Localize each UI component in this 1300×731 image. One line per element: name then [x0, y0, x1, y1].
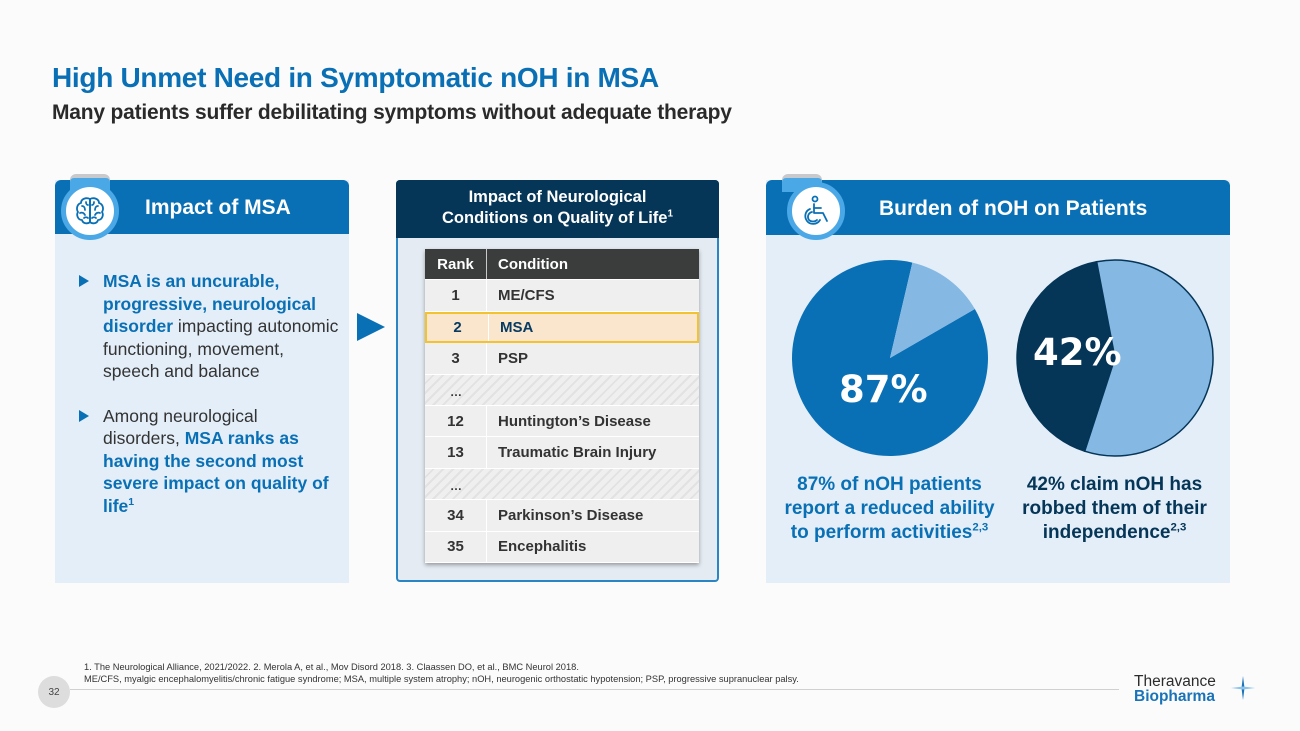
- pie-label-42: 42%: [1033, 331, 1122, 374]
- brain-icon: [61, 182, 119, 240]
- logo-text-line1: Theravance: [1134, 673, 1216, 690]
- rank-cell: …: [450, 479, 462, 494]
- burden-of-noh-panel: Burden of nOH on Patients 87% 42% 87% of…: [766, 180, 1230, 583]
- table-header-row: Rank Condition: [425, 249, 699, 281]
- logo-star-icon: [1229, 674, 1257, 702]
- bullet-text: impacting autonomic functioning, movemen…: [103, 316, 339, 381]
- panel-title-line2: Conditions on Quality of Life: [442, 209, 668, 227]
- rank-cell: 35: [425, 531, 487, 562]
- condition-cell: Huntington’s Disease: [498, 412, 651, 430]
- ranking-table: Rank Condition 1 ME/CFS 2 MSA 3 PSP … 12 Hunting…: [425, 249, 699, 563]
- company-logo: Theravance Biopharma: [1134, 673, 1216, 705]
- footnotes: 1. The Neurological Alliance, 2021/2022.…: [84, 661, 799, 685]
- condition-cell: Parkinson’s Disease: [498, 506, 644, 524]
- impact-of-msa-panel: Impact of MSA MSA is an uncurable, progr…: [55, 180, 349, 583]
- pie-chart-activities: [791, 260, 988, 457]
- caption-text: 87% of nOH patients report a reduced abi…: [784, 474, 995, 543]
- page-number: 32: [38, 676, 70, 708]
- rank-cell: …: [450, 384, 462, 399]
- logo-text-line2: Biopharma: [1134, 688, 1215, 705]
- table-row: 12 Huntington’s Disease: [425, 405, 699, 438]
- rank-cell: 2: [427, 313, 489, 342]
- bullet-triangle-icon: [79, 409, 89, 422]
- pie-slice-other: [1083, 259, 1214, 457]
- wheelchair-icon: [787, 182, 845, 240]
- condition-cell: Encephalitis: [498, 538, 587, 556]
- bullet-text: Among neurological disorders,: [103, 405, 258, 449]
- bullet-triangle-icon: [79, 275, 89, 287]
- column-header-rank: Rank: [425, 249, 487, 280]
- table-row-ellipsis: …: [425, 468, 699, 501]
- table-row: 13 Traumatic Brain Injury: [425, 437, 699, 469]
- rank-cell: 3: [425, 343, 487, 374]
- bullet-item: MSA is an uncurable, progressive, neurol…: [79, 270, 339, 383]
- footnote-ref: 2,3: [972, 521, 989, 534]
- pie-slice-primary: [1016, 260, 1116, 453]
- references: 1. The Neurological Alliance, 2021/2022.…: [84, 662, 579, 672]
- table-row-highlighted: 2 MSA: [425, 311, 699, 344]
- bullet-emphasis: MSA is an uncurable, progressive, neurol…: [103, 271, 316, 336]
- page-title: High Unmet Need in Symptomatic nOH in MS…: [52, 62, 659, 93]
- caption-activities: 87% of nOH patients report a reduced abi…: [782, 473, 997, 545]
- panel-header: Impact of Neurological Conditions on Qua…: [396, 180, 719, 238]
- panel-title: Impact of MSA: [145, 196, 291, 219]
- panel-title: Burden of nOH on Patients: [879, 197, 1148, 220]
- bullet-item: Among neurological disorders, MSA ranks …: [79, 405, 339, 518]
- condition-cell: ME/CFS: [498, 287, 555, 305]
- table-row: 3 PSP: [425, 343, 699, 375]
- table-row: 34 Parkinson’s Disease: [425, 500, 699, 532]
- rank-cell: 12: [425, 405, 487, 437]
- footnote-ref: 1: [667, 208, 673, 220]
- pie-chart-independence: [1016, 259, 1214, 457]
- caption-text: 42% claim nOH has robbed them of their i…: [1022, 474, 1207, 543]
- pie-slice-other: [890, 262, 975, 358]
- table-row: 35 Encephalitis: [425, 531, 699, 563]
- condition-cell: Traumatic Brain Injury: [498, 444, 657, 462]
- panel-title-line1: Impact of Neurological: [468, 188, 647, 206]
- page-subtitle: Many patients suffer debilitating sympto…: [52, 101, 732, 124]
- footnote-ref: 1: [128, 495, 135, 508]
- rank-cell: 13: [425, 437, 487, 468]
- column-header-condition: Condition: [498, 255, 568, 273]
- abbreviations: ME/CFS, myalgic encephalomyelitis/chroni…: [84, 674, 799, 684]
- pie-label-87: 87%: [839, 368, 928, 411]
- footer-divider: [70, 689, 1119, 690]
- table-row-ellipsis: …: [425, 374, 699, 406]
- rank-cell: 1: [425, 280, 487, 311]
- quality-of-life-panel: Impact of Neurological Conditions on Qua…: [396, 180, 719, 582]
- rank-cell: 34: [425, 500, 487, 531]
- condition-cell: PSP: [498, 349, 529, 367]
- condition-cell: MSA: [500, 318, 534, 336]
- table-row: 1 ME/CFS: [425, 280, 699, 312]
- pie-slice-primary: [791, 260, 988, 457]
- bullet-list: MSA is an uncurable, progressive, neurol…: [79, 270, 339, 539]
- caption-independence: 42% claim nOH has robbed them of their i…: [1007, 473, 1222, 545]
- footnote-ref: 2,3: [1170, 521, 1187, 534]
- bullet-emphasis: MSA ranks as having the second most seve…: [103, 428, 329, 516]
- arrow-right-icon: [357, 313, 385, 341]
